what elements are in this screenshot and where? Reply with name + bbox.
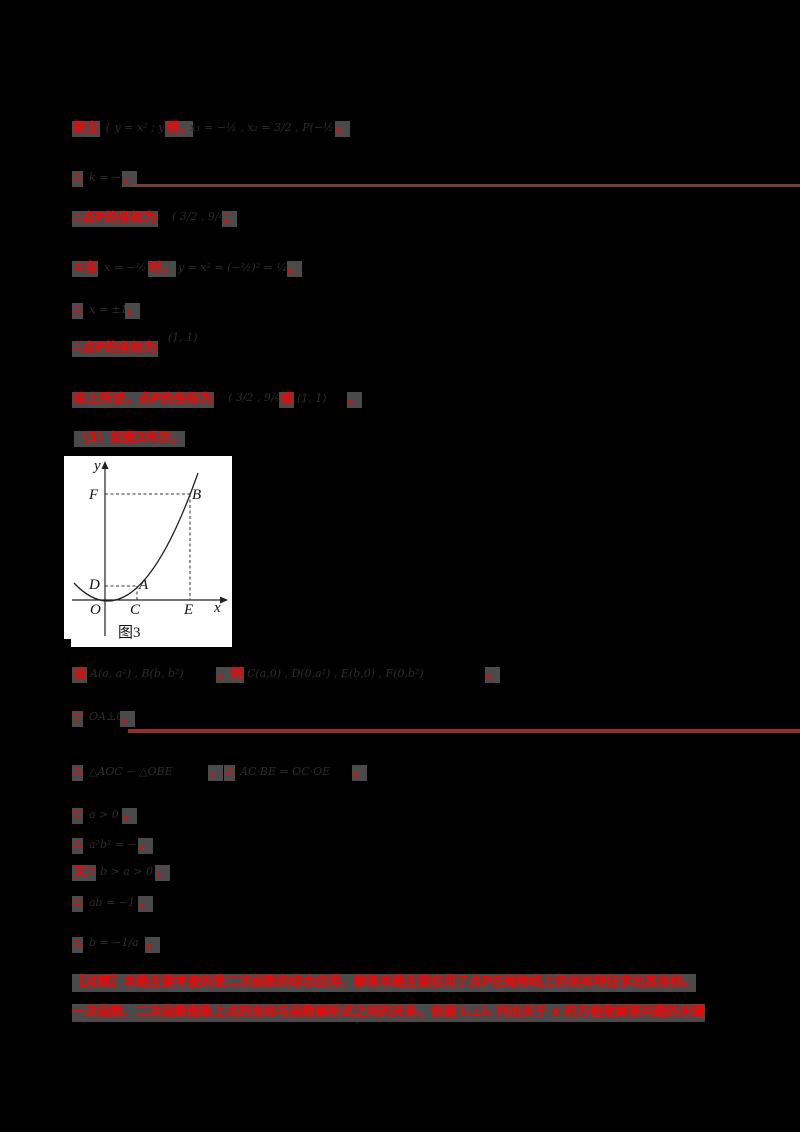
math-formula: x = ±1 xyxy=(89,303,125,316)
math-formula: y = x² = (−½)² = ¼ xyxy=(178,261,286,274)
divider-rule xyxy=(130,184,800,187)
math-formula: ab = −1 xyxy=(89,896,136,909)
red-text: 设 xyxy=(72,667,88,683)
red-text: ； xyxy=(222,211,238,227)
red-text: ∵ xyxy=(72,808,84,824)
point-label-O: O xyxy=(90,602,101,618)
solution-line-14: 又∵ b > a > 0 ， xyxy=(0,865,800,883)
parabola-diagram: y F B D A O C E x 图3 xyxy=(72,458,228,641)
red-text: ， xyxy=(125,303,141,319)
math-formula: △AOC ∽ △OBE xyxy=(89,765,173,778)
figure-corner-artifact xyxy=(62,639,71,649)
figure-caption: 图3 xyxy=(118,624,141,641)
solution-line-12: ∵ a > 0 ， xyxy=(0,808,800,826)
red-text: 。 xyxy=(335,121,351,137)
solution-line-16: ∴ b = −1/a 。 xyxy=(0,936,800,955)
point-label-F: F xyxy=(88,487,99,503)
red-text: ∴ xyxy=(72,303,84,319)
math-formula: A(a, a²) , B(b, b²) xyxy=(90,667,184,680)
point-label-B: B xyxy=(192,487,201,503)
red-text: ， xyxy=(120,711,136,727)
math-formula: ( 3/2 , 9/4 ) xyxy=(228,391,278,404)
solution-line-2: ∴ k = −½ ， xyxy=(0,171,800,189)
math-formula: a > 0 xyxy=(89,808,119,821)
red-text: 。 xyxy=(485,667,501,683)
red-text: ∴点P的坐标为 xyxy=(72,211,158,227)
red-text: ，则 xyxy=(216,667,245,683)
red-text: ∴ xyxy=(72,937,84,953)
red-text: ∴ xyxy=(72,896,84,912)
red-text: 或 xyxy=(279,392,295,408)
red-text: （3）如图3所示， xyxy=(74,431,186,447)
math-formula: (1, 1) xyxy=(168,331,198,344)
red-text: ∴ xyxy=(72,838,84,854)
red-text: ， xyxy=(208,765,224,781)
point-label-E: E xyxy=(183,602,193,618)
red-text: 得， xyxy=(165,121,194,137)
red-text: ∴ xyxy=(72,171,84,187)
red-text: 。 xyxy=(145,937,161,953)
red-text: ， xyxy=(122,808,138,824)
red-text: ∴ xyxy=(224,765,236,781)
solution-line-5: ∴ x = ±1 ， xyxy=(0,303,800,321)
point-label-A: A xyxy=(138,577,149,593)
red-text: 。 xyxy=(347,392,363,408)
math-formula: k = −½ xyxy=(89,171,123,184)
red-text: 。 xyxy=(352,765,368,781)
red-text: ∵ xyxy=(72,711,84,727)
red-text: 点P的坐标为 xyxy=(137,392,214,408)
divider-rule xyxy=(128,729,800,733)
red-text: 又∵ xyxy=(72,865,97,881)
red-text: ， xyxy=(155,865,171,881)
math-formula: b > a > 0 xyxy=(100,865,154,878)
key-point-note-line-2: 一次函数、二次函数图象上点的坐标与函数解析式之间的关系，依据 l₁⊥l₂ 列出关… xyxy=(72,1004,705,1022)
red-text: 。 xyxy=(287,261,303,277)
math-formula: x = −½ xyxy=(104,261,147,274)
solution-line-11: ∴ △AOC ∽ △OBE ， ∴ AC·BE = OC·OE 。 xyxy=(0,765,800,783)
red-text: ∴ xyxy=(72,765,84,781)
point-label-D: D xyxy=(88,577,100,593)
math-formula: (1, 1) xyxy=(297,392,327,405)
solution-line-4: ②当 x = −½ 时， y = x² = (−½)² = ¼ 。 xyxy=(0,261,800,279)
red-text: 联立 xyxy=(72,121,101,137)
red-text: 时， xyxy=(148,261,177,277)
math-formula: OA⊥OB xyxy=(89,710,121,723)
axis-label-y: y xyxy=(92,458,101,474)
red-text: ②当 xyxy=(72,261,99,277)
solution-line-10: ∵ OA⊥OB ， xyxy=(0,710,800,729)
math-formula: AC·BE = OC·OE xyxy=(240,765,331,778)
math-formula: a²b² = −ab xyxy=(89,838,137,851)
point-label-C: C xyxy=(130,602,141,618)
part-3-heading: （3）如图3所示， xyxy=(0,431,800,449)
figure-3-parabola: y F B D A O C E x 图3 xyxy=(62,456,232,649)
solution-line-6: ∴点P的坐标为 (1, 1) xyxy=(0,331,800,359)
red-text: 综上所述， xyxy=(72,392,140,408)
solution-line-3: ∴点P的坐标为 ( 3/2 , 9/4 ) ； xyxy=(0,210,800,229)
math-formula: b = −1/a xyxy=(89,936,139,949)
solution-line-15: ∴ ab = −1 ， xyxy=(0,896,800,914)
math-formula: ( 3/2 , 9/4 ) xyxy=(172,210,222,223)
red-text: ， xyxy=(138,838,154,854)
axis-label-x: x xyxy=(213,600,221,616)
solution-line-1: 联立 { y = x² ; y = ½x + ¾ } 得， x₁ = −½ , … xyxy=(0,121,800,139)
solution-line-13: ∴ a²b² = −ab ， xyxy=(0,838,800,856)
red-text: ， xyxy=(122,171,138,187)
solution-summary: 综上所述， 点P的坐标为 ( 3/2 , 9/4 ) 或 (1, 1) 。 xyxy=(0,391,800,410)
math-formula: C(a,0) , D(0,a²) , E(b,0) , F(0,b²) xyxy=(247,667,424,680)
red-text: ， xyxy=(138,896,154,912)
math-formula: x₁ = −½ , x₂ = 3/2 , P(−½ , ¼) xyxy=(190,121,335,134)
red-text: ∴点P的坐标为 xyxy=(72,341,158,357)
key-point-note-line-1: 【点睛】本题主要考查的是二次函数的综合应用，解答本题主要应用了点P在抛物线上的坐… xyxy=(72,974,696,992)
solution-line-9: 设 A(a, a²) , B(b, b²) ，则 C(a,0) , D(0,a²… xyxy=(0,667,800,685)
math-formula: { y = x² ; y = ½x + ¾ } xyxy=(104,121,164,134)
